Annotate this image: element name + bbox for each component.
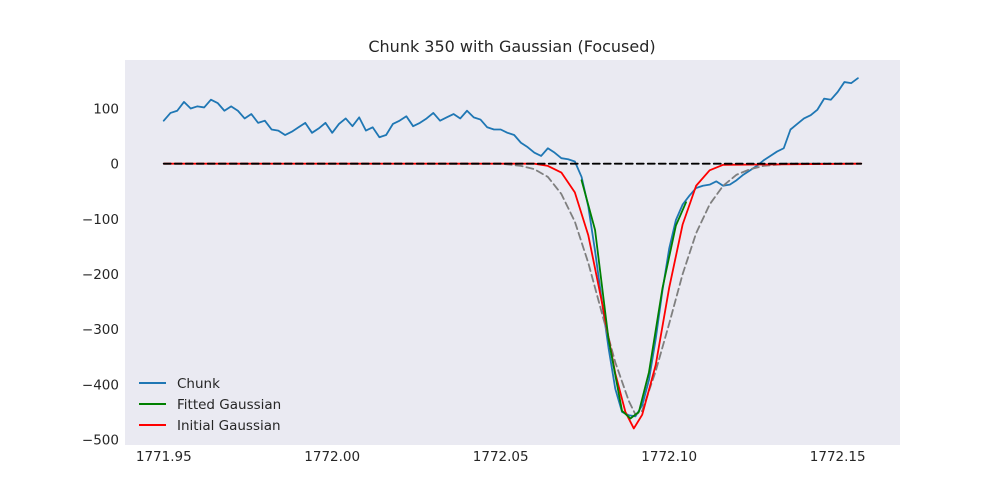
series-line-2 bbox=[162, 162, 863, 430]
x-tick-label: 1772.15 bbox=[810, 449, 866, 465]
series-line-3 bbox=[580, 179, 687, 420]
y-tick-label: 100 bbox=[93, 102, 119, 118]
legend-label: Chunk bbox=[177, 376, 220, 392]
series-layer bbox=[162, 77, 863, 430]
y-tick-label: −200 bbox=[82, 267, 119, 283]
y-tick-label: −400 bbox=[82, 377, 119, 393]
x-axis: 1771.95 1772.00 1772.05 1772.10 1772.15 bbox=[136, 449, 866, 465]
plot-area bbox=[125, 60, 900, 445]
x-tick-label: 1772.05 bbox=[473, 449, 529, 465]
y-tick-label: 0 bbox=[110, 157, 119, 173]
y-tick-label: −300 bbox=[82, 322, 119, 338]
y-tick-label: −500 bbox=[82, 433, 119, 449]
y-tick-label: −100 bbox=[82, 212, 119, 228]
legend: Chunk Fitted Gaussian Initial Gaussian bbox=[139, 376, 281, 434]
series-line-0 bbox=[162, 77, 859, 418]
legend-label: Initial Gaussian bbox=[177, 418, 281, 434]
y-axis: 100 0 −100 −200 −300 −400 −500 bbox=[82, 102, 119, 449]
chart-title: Chunk 350 with Gaussian (Focused) bbox=[368, 37, 655, 56]
x-tick-label: 1772.00 bbox=[304, 449, 360, 465]
legend-label: Fitted Gaussian bbox=[177, 397, 281, 413]
x-tick-label: 1772.10 bbox=[641, 449, 697, 465]
x-tick-label: 1771.95 bbox=[136, 449, 192, 465]
